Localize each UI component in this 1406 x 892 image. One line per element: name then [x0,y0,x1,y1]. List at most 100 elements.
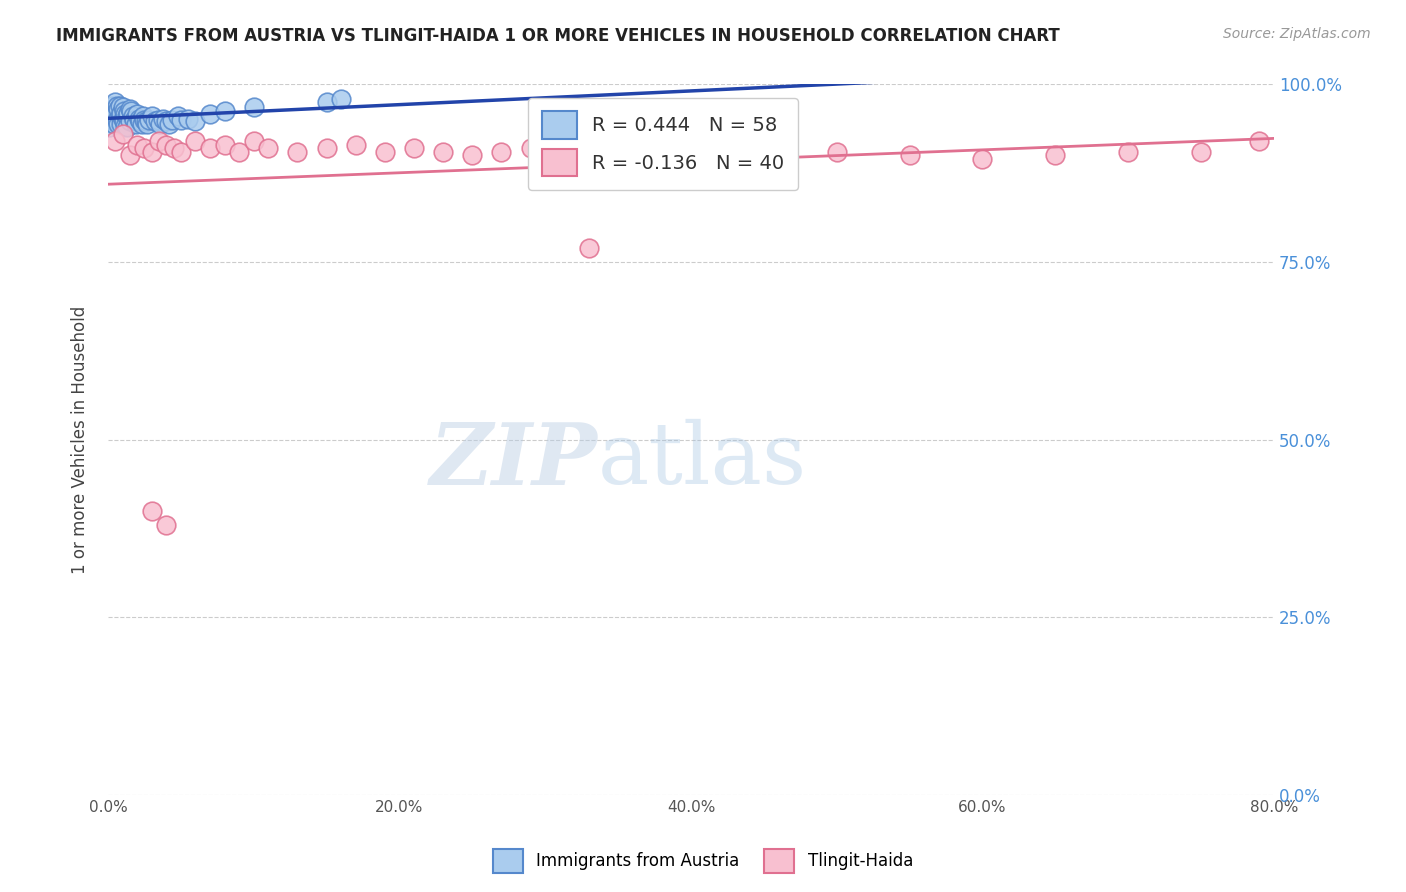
Point [129,114,152,128]
Point [402,141,425,155]
Text: IMMIGRANTS FROM AUSTRIA VS TLINGIT-HAIDA 1 OR MORE VEHICLES IN HOUSEHOLD CORRELA: IMMIGRANTS FROM AUSTRIA VS TLINGIT-HAIDA… [56,27,1060,45]
Point [155,114,177,128]
Point [118,148,141,162]
Point [198,107,221,121]
Point [115,109,138,123]
Point [110,116,132,130]
Point [432,145,454,159]
Point [177,112,200,126]
Point [111,100,134,114]
Text: ZIP: ZIP [430,419,598,502]
Point [112,114,135,128]
Point [103,116,125,130]
Point [1249,134,1271,148]
Point [136,116,159,130]
Point [287,145,309,159]
Point [135,114,157,128]
Point [114,119,136,133]
Point [184,114,207,128]
Point [104,106,127,120]
Point [118,114,141,128]
Point [105,99,128,113]
Point [107,103,129,117]
Point [214,137,236,152]
Point [134,141,156,155]
Point [148,134,170,148]
Point [132,109,155,123]
Point [825,145,848,159]
Point [228,145,250,159]
Point [141,109,163,123]
Point [118,103,141,117]
Point [709,152,731,166]
Point [108,109,131,123]
Point [491,145,513,159]
Point [155,137,177,152]
Point [170,112,193,127]
Point [184,134,207,148]
Point [110,106,132,120]
Point [374,145,396,159]
Point [155,517,177,532]
Point [104,134,127,148]
Point [104,95,127,110]
Point [1189,145,1212,159]
Point [107,116,129,130]
Point [461,148,484,162]
Point [519,141,541,155]
Point [127,137,149,152]
Point [143,114,166,128]
Point [242,100,264,114]
Point [115,120,138,134]
Point [122,112,145,127]
Point [100,112,122,127]
Point [167,109,190,123]
Point [157,116,180,130]
Point [315,95,337,110]
Point [214,104,236,119]
Point [152,112,174,126]
Point [112,103,135,118]
Point [198,141,221,155]
Point [160,112,183,127]
Point [257,141,280,155]
Point [127,107,149,121]
Point [651,148,673,162]
Point [330,92,353,106]
Point [120,104,142,119]
Point [1116,145,1139,159]
Text: atlas: atlas [598,419,807,502]
Point [607,145,630,159]
Point [1045,148,1067,162]
Point [125,116,148,130]
Point [131,116,153,130]
Y-axis label: 1 or more Vehicles in Household: 1 or more Vehicles in Household [72,305,89,574]
Legend: R = 0.444   N = 58, R = -0.136   N = 40: R = 0.444 N = 58, R = -0.136 N = 40 [527,98,797,190]
Point [578,241,600,255]
Point [108,99,131,113]
Point [768,148,790,162]
Point [141,503,163,517]
Point [111,112,134,126]
Point [117,106,139,120]
Point [564,152,586,166]
Point [315,141,337,155]
Point [162,141,184,155]
Point [170,145,193,159]
Point [111,127,134,141]
Point [105,112,128,127]
Point [101,109,124,123]
Point [149,116,172,130]
Point [121,109,143,123]
Text: Source: ZipAtlas.com: Source: ZipAtlas.com [1223,27,1371,41]
Point [134,112,156,127]
Point [114,107,136,121]
Point [146,112,169,127]
Point [138,112,160,127]
Point [98,120,121,134]
Point [242,134,264,148]
Point [141,145,163,159]
Point [100,106,122,120]
Point [103,103,125,117]
Legend: Immigrants from Austria, Tlingit-Haida: Immigrants from Austria, Tlingit-Haida [486,842,920,880]
